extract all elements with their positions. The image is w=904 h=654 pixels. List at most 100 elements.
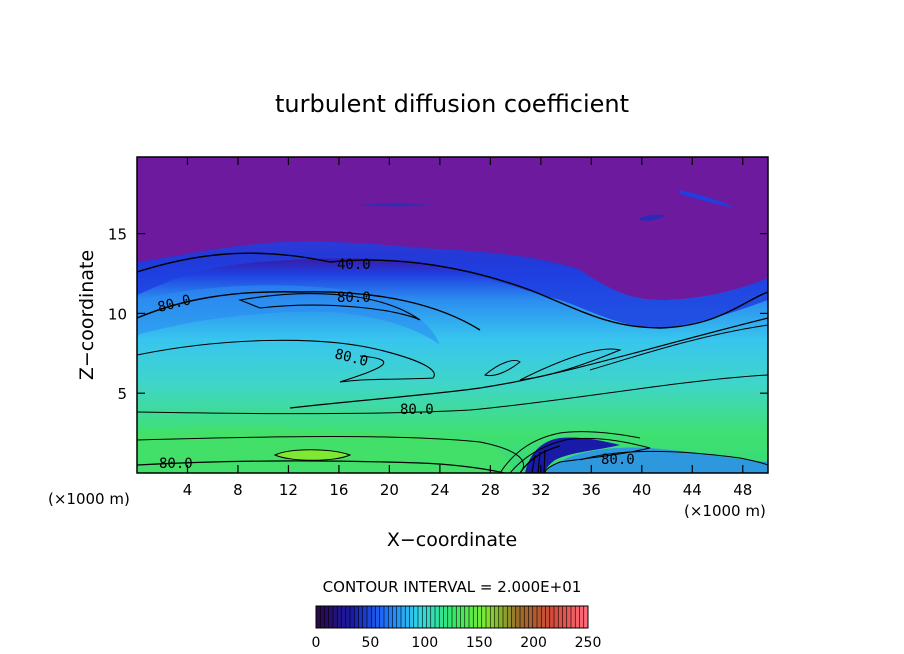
colorbar-stripe — [401, 606, 406, 628]
colorbar-tick-label: 0 — [312, 635, 321, 651]
colorbar-stripe — [498, 606, 504, 628]
contour-label-80-e: 80.0 — [601, 452, 635, 468]
contour-80-mid — [137, 339, 435, 383]
colorbar-stripe — [392, 606, 398, 628]
colorbar-stripe — [367, 606, 372, 628]
streak-1 — [680, 190, 735, 208]
contour-label-80-c: 80.0 — [333, 346, 370, 370]
plot-area: 40.0 80.0 80.0 80.0 80.0 80.0 80.0 — [137, 157, 768, 473]
x-tick-label: 44 — [683, 481, 702, 499]
colorbar-stripe — [583, 606, 589, 628]
colorbar-stripe — [409, 606, 415, 628]
x-axis-label: X−coordinate — [387, 529, 517, 551]
colorbar-stripe — [566, 606, 572, 628]
colorbar-stripe — [469, 606, 474, 628]
colorbar-stripe — [384, 606, 389, 628]
colorbar-stripe — [396, 606, 402, 628]
colorbar-stripe — [379, 606, 385, 628]
x-unit-left: (×1000 m) — [48, 490, 130, 508]
upper-blue-band — [137, 241, 768, 328]
x-unit-right: (×1000 m) — [684, 502, 766, 520]
colorbar-stripe — [503, 606, 508, 628]
colorbar-stripe — [316, 606, 321, 628]
colorbar-stripe — [341, 606, 347, 628]
colorbar-stripe — [541, 606, 546, 628]
colorbar-stripe — [532, 606, 538, 628]
streak-2 — [640, 214, 665, 221]
colorbar-stripe — [426, 606, 432, 628]
contour-80-upper — [137, 291, 481, 331]
x-axis-ticks: 4 8 12 16 20 24 28 32 36 40 44 48 — [183, 157, 752, 499]
contour-label-80-f: 80.0 — [159, 456, 193, 472]
colorbar-tick-label: 150 — [466, 635, 493, 651]
x-tick-label: 48 — [733, 481, 752, 499]
colorbar-stripe — [328, 606, 334, 628]
colorbar-stripe — [528, 606, 534, 628]
x-tick-label: 28 — [481, 481, 500, 499]
chart-title: turbulent diffusion coefficient — [275, 90, 629, 118]
y-tick-label: 15 — [108, 226, 127, 244]
colorbar-stripe — [575, 606, 580, 628]
colorbar-stripe — [418, 606, 423, 628]
colorbar-stripe — [447, 606, 453, 628]
colorbar-frame — [315, 605, 589, 629]
contour-low-2 — [137, 436, 525, 473]
contour-lines — [137, 252, 768, 473]
y-tick-label: 5 — [117, 385, 127, 403]
contour-island — [483, 360, 521, 377]
colorbar-stripe — [439, 606, 444, 628]
colorbar-stripe — [413, 606, 419, 628]
surface-blue-patch — [545, 447, 768, 473]
colorbar-stripe — [477, 606, 483, 628]
colorbar-tick-label: 50 — [361, 635, 379, 651]
colorbar-stripe — [333, 606, 338, 628]
contour-label-80-d: 80.0 — [400, 402, 434, 418]
y-axis-ticks: 5 10 15 — [108, 226, 768, 403]
colorbar-stripe — [422, 606, 427, 628]
x-tick-label: 32 — [531, 481, 550, 499]
contour-80-lower — [289, 317, 768, 409]
mid-blue-tongue — [137, 285, 440, 345]
colorbar-stripe — [579, 606, 585, 628]
colorbar-stripe — [375, 606, 381, 628]
colorbar-stripe — [490, 606, 495, 628]
colorbar-stripe — [515, 606, 521, 628]
colorbar-stripe — [464, 606, 470, 628]
colorbar-stripe — [362, 606, 368, 628]
contour-label-40: 40.0 — [337, 257, 371, 273]
contour-40 — [137, 252, 768, 329]
x-tick-label: 12 — [279, 481, 298, 499]
colorbar-stripe — [430, 606, 436, 628]
colorbar-stripe — [473, 606, 478, 628]
x-tick-label: 20 — [380, 481, 399, 499]
colorbar: 0 50 100 150 200 250 — [312, 605, 602, 651]
colorbar-stripe — [520, 606, 525, 628]
x-tick-label: 24 — [430, 481, 449, 499]
colorbar-stripe — [558, 606, 563, 628]
x-tick-label: 4 — [183, 481, 193, 499]
x-tick-label: 36 — [582, 481, 601, 499]
colorbar-tick-label: 100 — [411, 635, 438, 651]
y-tick-label: 10 — [108, 305, 127, 323]
colorbar-stripe — [354, 606, 359, 628]
colorbar-stripe — [549, 606, 555, 628]
contour-low-1 — [137, 374, 768, 415]
contour-mountain-b — [509, 437, 651, 473]
contour-labels: 40.0 80.0 80.0 80.0 80.0 80.0 80.0 — [156, 257, 635, 472]
contour-right-2 — [519, 348, 622, 381]
colorbar-stripe — [371, 606, 376, 628]
colorbar-stripe — [324, 606, 330, 628]
colorbar-stripe — [460, 606, 466, 628]
colorbar-stripe — [350, 606, 355, 628]
upper-stable-region — [137, 157, 768, 300]
y-axis-label: Z−coordinate — [76, 250, 98, 380]
colorbar-stripe — [456, 606, 461, 628]
contour-mountain-a — [499, 431, 641, 473]
colorbar-tick-label: 250 — [575, 635, 602, 651]
mountain-dark-region — [525, 437, 620, 473]
contour-blob — [273, 449, 352, 461]
colorbar-stripe — [511, 606, 517, 628]
colorbar-stripe — [494, 606, 500, 628]
contour-surface — [137, 460, 506, 473]
